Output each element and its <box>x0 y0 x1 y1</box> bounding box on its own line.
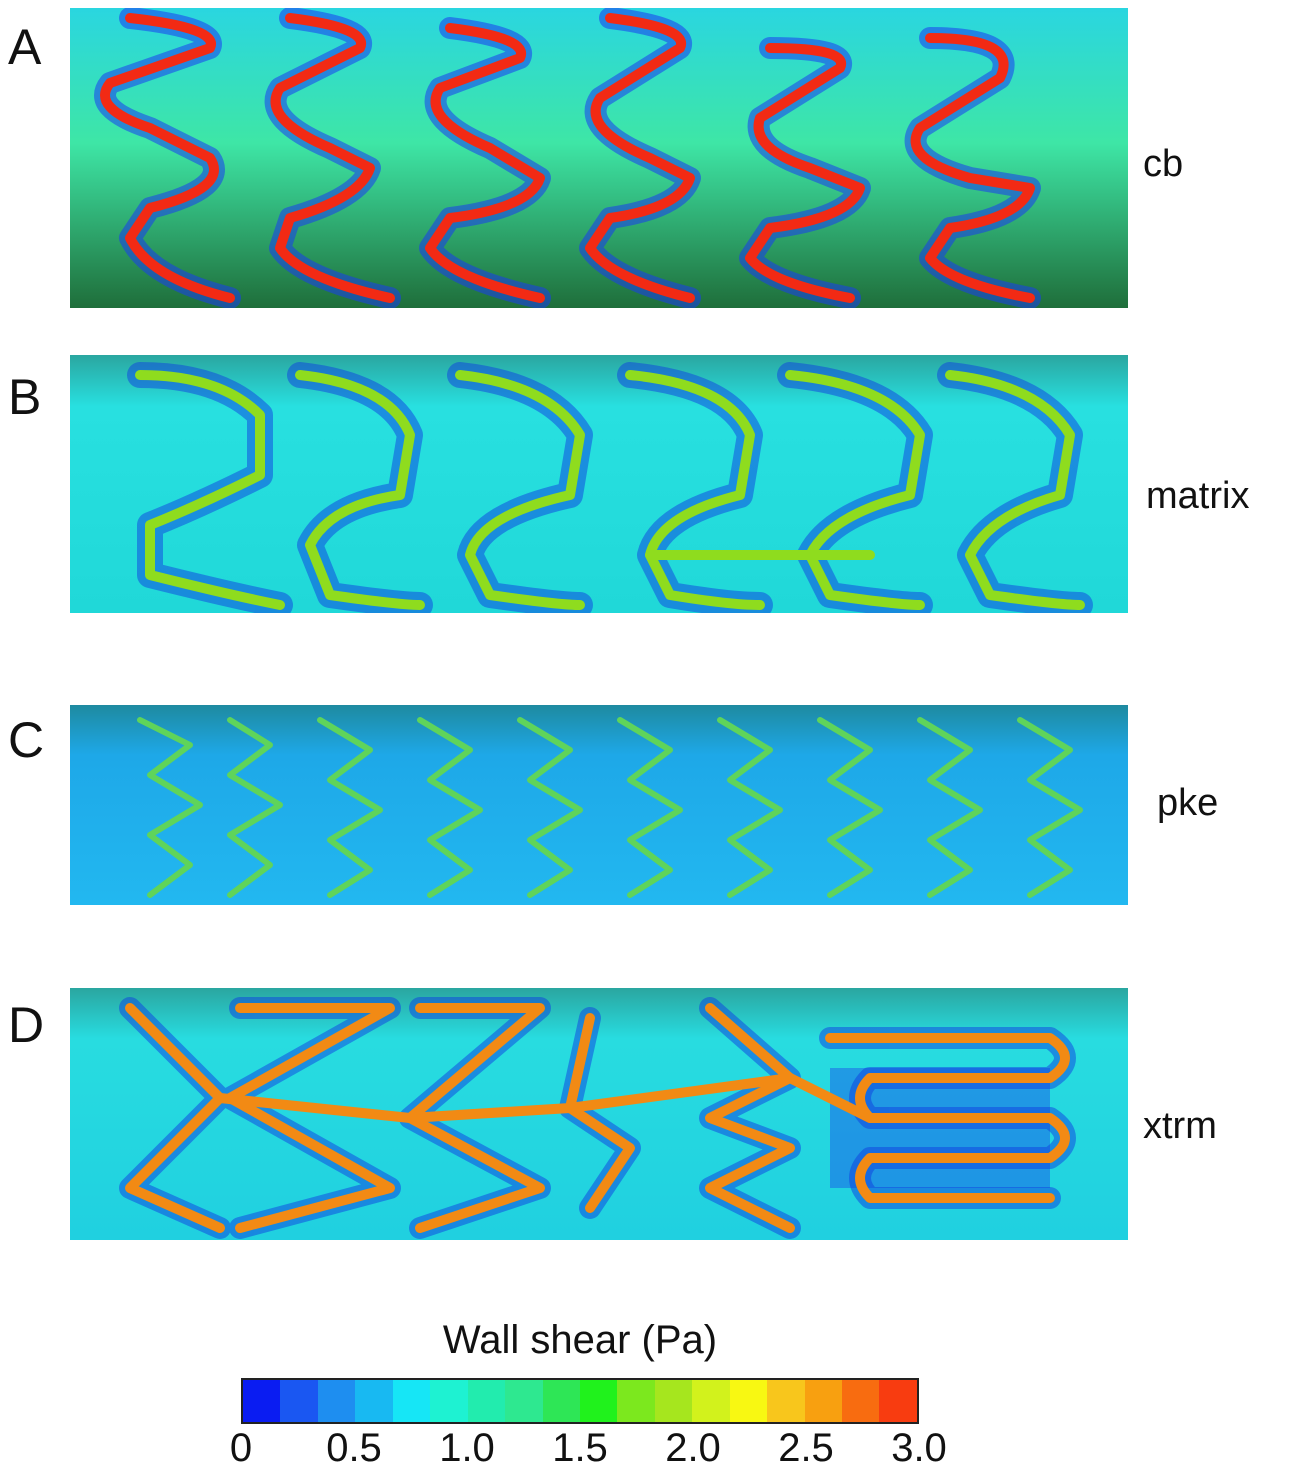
stent-strut <box>425 23 545 303</box>
colorbar-cell <box>355 1380 393 1422</box>
panel-letter-a: A <box>8 19 42 75</box>
vessel-image-a <box>70 8 1128 308</box>
colorbar-tick-label: 1.0 <box>439 1426 495 1470</box>
colorbar-tick-label: 1.5 <box>552 1426 608 1470</box>
colorbar-cell <box>767 1380 805 1422</box>
colorbar-cell <box>392 1380 431 1422</box>
colorbar-cell <box>842 1380 880 1422</box>
stent-strut <box>317 717 383 898</box>
stent-strut <box>227 717 283 898</box>
stent-strut <box>785 370 925 610</box>
colorbar-cell <box>654 1380 693 1422</box>
panel-letter-b: B <box>8 369 42 425</box>
stent-strut <box>295 370 425 610</box>
colorbar-tick-label: 2.0 <box>665 1426 721 1470</box>
stent-strut <box>945 370 1085 610</box>
colorbar-cell <box>579 1380 618 1422</box>
stent-strut <box>917 717 983 898</box>
strut-lines-a <box>100 13 1035 303</box>
colorbar-cell <box>505 1380 543 1422</box>
stent-strut <box>625 370 765 610</box>
panel-name-xtrm: xtrm <box>1143 1105 1217 1147</box>
panel-letter-c: C <box>8 712 45 768</box>
colorbar <box>241 1378 919 1424</box>
colorbar-cell <box>243 1380 281 1422</box>
stent-strut <box>517 717 583 898</box>
stent-strut <box>455 370 585 610</box>
stent-strut <box>825 1033 1070 1203</box>
stent-strut <box>817 717 883 898</box>
colorbar-tick-label: 0.5 <box>326 1426 382 1470</box>
colorbar-tick-label: 0 <box>229 1426 253 1470</box>
colorbar-cell <box>692 1380 730 1422</box>
stent-strut <box>417 717 483 898</box>
colorbar-cell <box>280 1380 318 1422</box>
colorbar-tick-label: 2.5 <box>778 1426 834 1470</box>
colorbar-cell <box>729 1380 768 1422</box>
stent-strut <box>585 13 695 303</box>
panel-letter-d: D <box>8 997 45 1053</box>
colorbar-cell <box>467 1380 506 1422</box>
colorbar-title: Wall shear (Pa) <box>442 1318 718 1362</box>
panel-name-pke: pke <box>1157 782 1219 824</box>
colorbar-cell <box>542 1380 580 1422</box>
stent-strut <box>100 13 235 303</box>
colorbar-cell <box>317 1380 356 1422</box>
stent-strut <box>125 1003 225 1233</box>
colorbar-cell <box>430 1380 468 1422</box>
panel-name-matrix: matrix <box>1146 475 1250 517</box>
stent-strut <box>705 1003 795 1233</box>
stent-strut <box>910 33 1035 303</box>
colorbar-ticks: 0 0.5 1.0 1.5 2.0 2.5 3.0 <box>0 1428 1290 1478</box>
stent-strut <box>135 370 285 610</box>
stent-strut <box>137 717 203 898</box>
stent-strut <box>617 717 683 898</box>
vessel-image-c <box>70 705 1128 905</box>
stent-strut <box>717 717 783 898</box>
stent-strut <box>745 43 865 303</box>
stent-strut <box>215 1073 875 1123</box>
colorbar-cell <box>804 1380 842 1422</box>
vessel-image-b <box>70 355 1128 613</box>
colorbar-cell <box>617 1380 655 1422</box>
panel-name-cb: cb <box>1143 143 1184 185</box>
vessel-image-d <box>70 988 1128 1240</box>
stent-strut <box>1017 717 1083 898</box>
colorbar-tick-label: 3.0 <box>891 1426 947 1470</box>
colorbar-cell <box>879 1380 917 1422</box>
stent-strut <box>270 13 395 303</box>
stent-strut <box>565 1013 635 1213</box>
